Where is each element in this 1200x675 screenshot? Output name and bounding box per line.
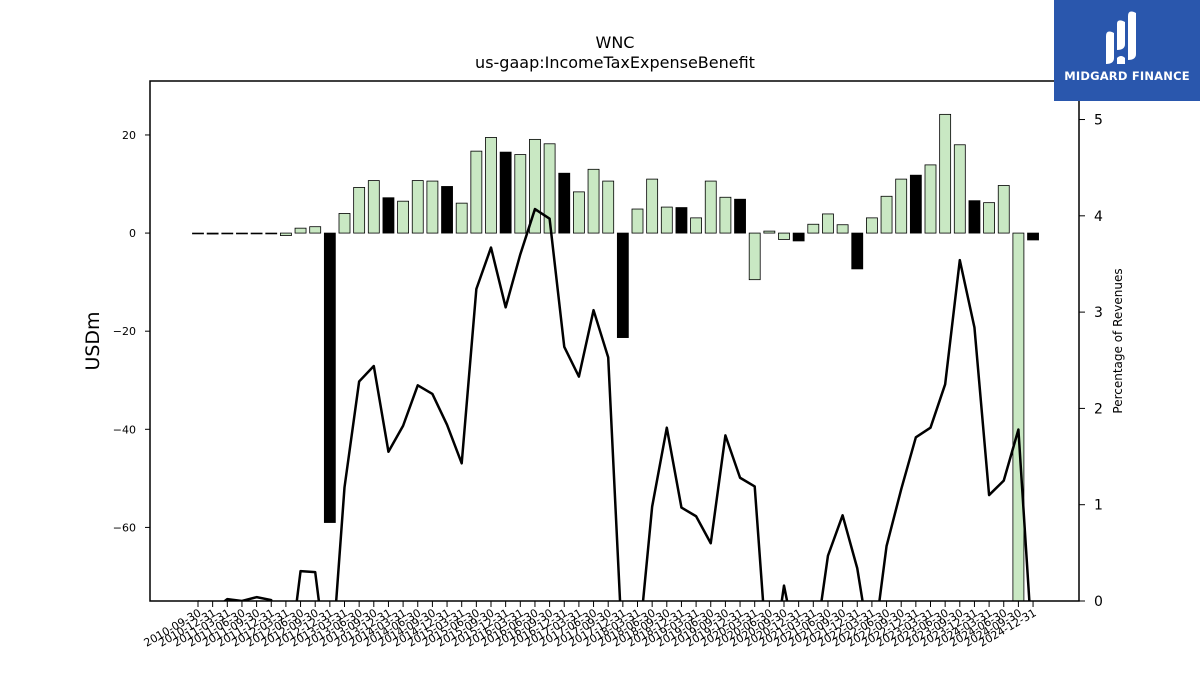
bar xyxy=(734,198,746,234)
y2-tick-label: 0 xyxy=(1094,594,1103,610)
midgard-logo-icon xyxy=(1106,11,1136,64)
bar xyxy=(236,232,248,235)
y-tick-label: −20 xyxy=(113,325,136,338)
line-series xyxy=(198,207,1031,601)
bar xyxy=(704,180,717,234)
bar xyxy=(997,185,1010,234)
bar xyxy=(250,232,263,235)
bar xyxy=(880,195,893,234)
bar xyxy=(353,187,366,234)
bar xyxy=(455,202,468,234)
y-axis-label: USDm xyxy=(82,311,104,370)
y2-tick-label: 5 xyxy=(1094,113,1103,129)
bar xyxy=(206,232,219,235)
bar xyxy=(616,232,629,338)
bar xyxy=(792,232,805,242)
bar xyxy=(763,230,776,234)
chart-subtitle: us-gaap:IncomeTaxExpenseBenefit xyxy=(475,53,755,72)
bar xyxy=(1027,232,1039,241)
bar xyxy=(822,213,834,234)
bar xyxy=(309,226,322,234)
bar xyxy=(719,196,732,234)
bar xyxy=(265,232,278,235)
plot-frame xyxy=(149,80,1080,602)
bar xyxy=(221,232,234,235)
y-tick-label: −60 xyxy=(113,521,136,534)
bar xyxy=(323,232,336,523)
bar xyxy=(397,200,410,234)
x-axis: 2010-09-302010-12-312011-03-312011-06-30… xyxy=(142,601,1039,650)
line-path xyxy=(198,207,1031,601)
bar xyxy=(279,232,292,236)
bar xyxy=(807,223,820,234)
y-axis-left: 20 0 −20 −40 −60 xyxy=(113,129,150,534)
bar xyxy=(836,224,849,234)
logo-text: MIDGARD FINANCE xyxy=(1064,69,1190,83)
y-axis-right: 0 1 2 3 4 5 xyxy=(1079,113,1103,610)
bar xyxy=(411,180,424,234)
bar xyxy=(866,217,878,234)
bar xyxy=(778,232,790,240)
bar-series xyxy=(192,113,1039,602)
bar xyxy=(968,200,981,234)
bar xyxy=(646,178,659,234)
y2-tick-label: 1 xyxy=(1094,498,1103,514)
bar xyxy=(939,113,952,234)
bar xyxy=(294,227,307,234)
logo: MIDGARD FINANCE xyxy=(1054,0,1200,101)
bar xyxy=(675,207,688,234)
bar xyxy=(660,206,673,234)
bar xyxy=(485,137,497,234)
bar xyxy=(470,150,483,234)
bar xyxy=(983,202,995,234)
bar xyxy=(426,180,439,234)
bar xyxy=(338,213,351,234)
bar xyxy=(587,168,600,234)
bar xyxy=(895,178,908,234)
bar xyxy=(851,232,864,270)
chart-title: WNC xyxy=(596,33,635,52)
bar xyxy=(748,232,761,281)
y-tick-label: 20 xyxy=(122,129,136,142)
bar xyxy=(558,172,571,234)
bar xyxy=(953,144,966,234)
bar xyxy=(529,138,541,234)
y2-tick-label: 2 xyxy=(1094,401,1103,417)
y-tick-label: −40 xyxy=(113,423,136,436)
y-tick-label: 0 xyxy=(129,227,136,240)
bar xyxy=(499,151,512,234)
bar xyxy=(924,164,937,234)
y2-tick-label: 4 xyxy=(1094,209,1103,225)
bar xyxy=(441,186,453,234)
bar xyxy=(367,180,380,234)
bar xyxy=(909,174,922,234)
bar xyxy=(602,180,615,234)
bar xyxy=(1012,232,1025,602)
y2-axis-label: Percentage of Revenues xyxy=(1111,268,1125,413)
y2-tick-label: 3 xyxy=(1094,305,1103,321)
bar xyxy=(192,232,204,235)
bar xyxy=(514,154,527,234)
bar xyxy=(631,208,644,234)
bar xyxy=(543,143,556,234)
bar xyxy=(573,191,585,234)
bar xyxy=(382,197,395,234)
bar xyxy=(690,217,702,234)
